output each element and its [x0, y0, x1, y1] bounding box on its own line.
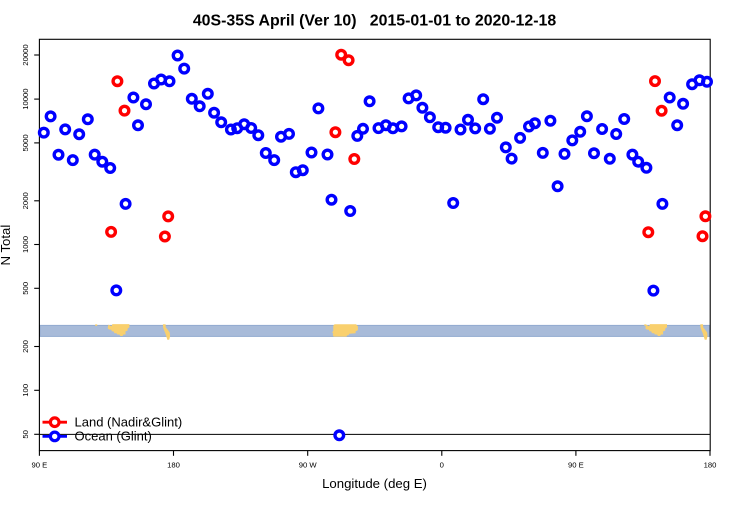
svg-text:1000: 1000 — [21, 236, 30, 253]
svg-text:0: 0 — [440, 461, 444, 470]
svg-text:90 E: 90 E — [31, 461, 47, 470]
svg-text:Land (Nadir&Glint): Land (Nadir&Glint) — [75, 414, 183, 429]
svg-text:180: 180 — [704, 461, 717, 470]
svg-text:20000: 20000 — [21, 44, 30, 65]
svg-text:Longitude (deg E): Longitude (deg E) — [322, 476, 427, 491]
svg-text:200: 200 — [21, 340, 30, 353]
svg-text:10000: 10000 — [21, 88, 30, 109]
svg-text:5000: 5000 — [21, 134, 30, 151]
svg-text:N Total: N Total — [0, 225, 13, 266]
svg-text:500: 500 — [21, 282, 30, 295]
svg-text:90 E: 90 E — [568, 461, 584, 470]
svg-text:180: 180 — [167, 461, 180, 470]
svg-text:90 W: 90 W — [299, 461, 318, 470]
svg-text:100: 100 — [21, 384, 30, 397]
svg-text:2000: 2000 — [21, 192, 30, 209]
svg-text:Ocean (Glint): Ocean (Glint) — [75, 429, 152, 444]
svg-text:40S-35S April (Ver 10) 2015-: 40S-35S April (Ver 10) 2015-01-01 to 202… — [193, 13, 556, 30]
svg-text:50: 50 — [21, 430, 30, 439]
